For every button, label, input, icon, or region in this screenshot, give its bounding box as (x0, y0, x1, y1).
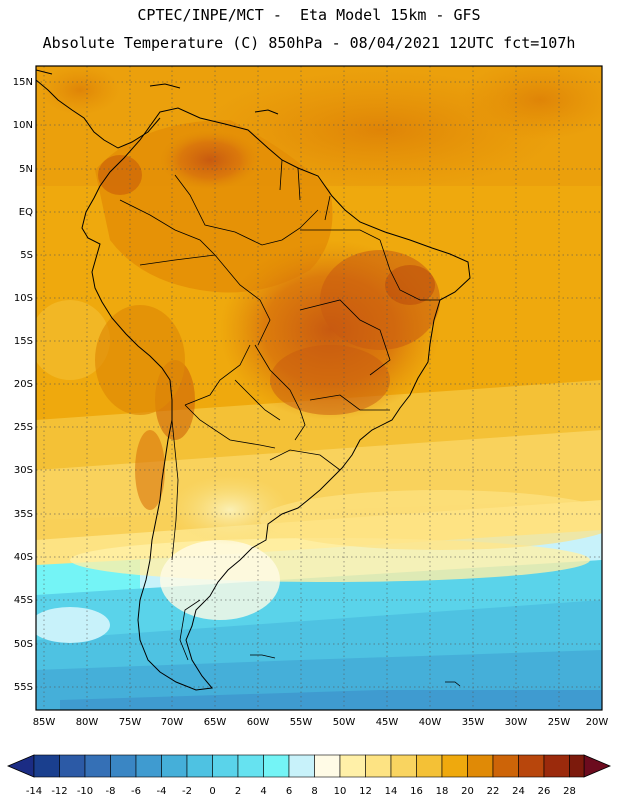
colorbar-tick: 10 (334, 786, 347, 797)
lon-label: 55W (290, 717, 313, 728)
borders (119, 159, 461, 687)
colorbar-tick: 24 (512, 786, 525, 797)
lat-label: 40S (14, 552, 33, 563)
lon-label: 80W (76, 717, 99, 728)
lon-label: 70W (161, 717, 184, 728)
colorbar-tick: -8 (106, 786, 116, 797)
colorbar-swatch (543, 754, 570, 778)
lat-label: EQ (19, 207, 33, 218)
colorbar-tick: -2 (182, 786, 192, 797)
lon-label: 85W (33, 717, 56, 728)
colorbar-swatch (314, 754, 341, 778)
colorbar-tick: 2 (235, 786, 241, 797)
lat-label: 50S (14, 639, 33, 650)
colorbar-swatch (416, 754, 443, 778)
colorbar-low-arrow (6, 754, 35, 778)
colorbar-tick: 6 (286, 786, 292, 797)
graticule (36, 66, 602, 710)
map-frame (35, 65, 603, 711)
colorbar-tick: 0 (209, 786, 215, 797)
colorbar-tick: 14 (385, 786, 398, 797)
lat-label: 25S (14, 422, 33, 433)
colorbar-swatch (569, 754, 585, 778)
colorbar-tick: 22 (487, 786, 500, 797)
lat-label: 10S (14, 293, 33, 304)
colorbar-tick: -10 (77, 786, 93, 797)
colorbar-tick: -4 (157, 786, 167, 797)
colorbar-swatch (237, 754, 264, 778)
colorbar-swatch (263, 754, 290, 778)
lon-label: 30W (505, 717, 528, 728)
lon-label: 40W (419, 717, 442, 728)
colorbar-swatch (186, 754, 213, 778)
colorbar-tick: 26 (538, 786, 551, 797)
lon-label: 65W (204, 717, 227, 728)
colorbar-tick: -12 (51, 786, 67, 797)
colorbar-swatch (518, 754, 545, 778)
lat-label: 5N (19, 164, 33, 175)
lat-label: 20S (14, 379, 33, 390)
colorbar-swatch (390, 754, 417, 778)
colorbar: -14 -12 -10 -8 -6 -4 -2 0 2 4 6 8 10 12 … (6, 754, 612, 797)
lon-label: 50W (333, 717, 356, 728)
colorbar-tick: 12 (359, 786, 372, 797)
colorbar-tick: 20 (461, 786, 474, 797)
coastline (81, 107, 471, 691)
colorbar-swatch (492, 754, 519, 778)
colorbar-swatch (365, 754, 392, 778)
lon-label: 35W (462, 717, 485, 728)
colorbar-tick: 18 (436, 786, 449, 797)
colorbar-tick: -6 (131, 786, 141, 797)
lon-label: 60W (247, 717, 270, 728)
lon-label: 75W (119, 717, 142, 728)
colorbar-tick: -14 (26, 786, 42, 797)
colorbar-swatch (135, 754, 162, 778)
colorbar-swatch (59, 754, 86, 778)
colorbar-swatch (339, 754, 366, 778)
map-panel (36, 66, 602, 710)
colorbar-swatch (212, 754, 239, 778)
colorbar-swatch (110, 754, 137, 778)
colorbar-tick: 28 (563, 786, 576, 797)
lon-label: 25W (548, 717, 571, 728)
lat-label: 10N (13, 120, 33, 131)
colorbar-swatch (441, 754, 468, 778)
colorbar-tick: 16 (410, 786, 423, 797)
lat-label: 45S (14, 595, 33, 606)
lat-label: 30S (14, 465, 33, 476)
colorbar-swatch (84, 754, 111, 778)
lat-label: 5S (20, 250, 33, 261)
colorbar-tick: 8 (311, 786, 317, 797)
lat-label: 15N (13, 77, 33, 88)
colorbar-tick: 4 (260, 786, 266, 797)
lat-label: 55S (14, 682, 33, 693)
latitude-labels: 15N 10N 5N EQ 5S 10S 15S 20S 25S 30S 35S… (13, 77, 33, 693)
lon-label: 20W (586, 717, 609, 728)
chart-title-line2: Absolute Temperature (C) 850hPa - 08/04/… (42, 34, 576, 52)
colorbar-high-arrow (583, 754, 612, 778)
longitude-labels: 85W 80W 75W 70W 65W 60W 55W 50W 45W 40W … (33, 717, 609, 728)
lat-label: 15S (14, 336, 33, 347)
lat-label: 35S (14, 509, 33, 520)
colorbar-swatch (33, 754, 60, 778)
colorbar-swatch (288, 754, 315, 778)
colorbar-swatch (161, 754, 188, 778)
chart-title-line1: CPTEC/INPE/MCT - Eta Model 15km - GFS (137, 6, 481, 24)
colorbar-swatch (467, 754, 494, 778)
lon-label: 45W (376, 717, 399, 728)
